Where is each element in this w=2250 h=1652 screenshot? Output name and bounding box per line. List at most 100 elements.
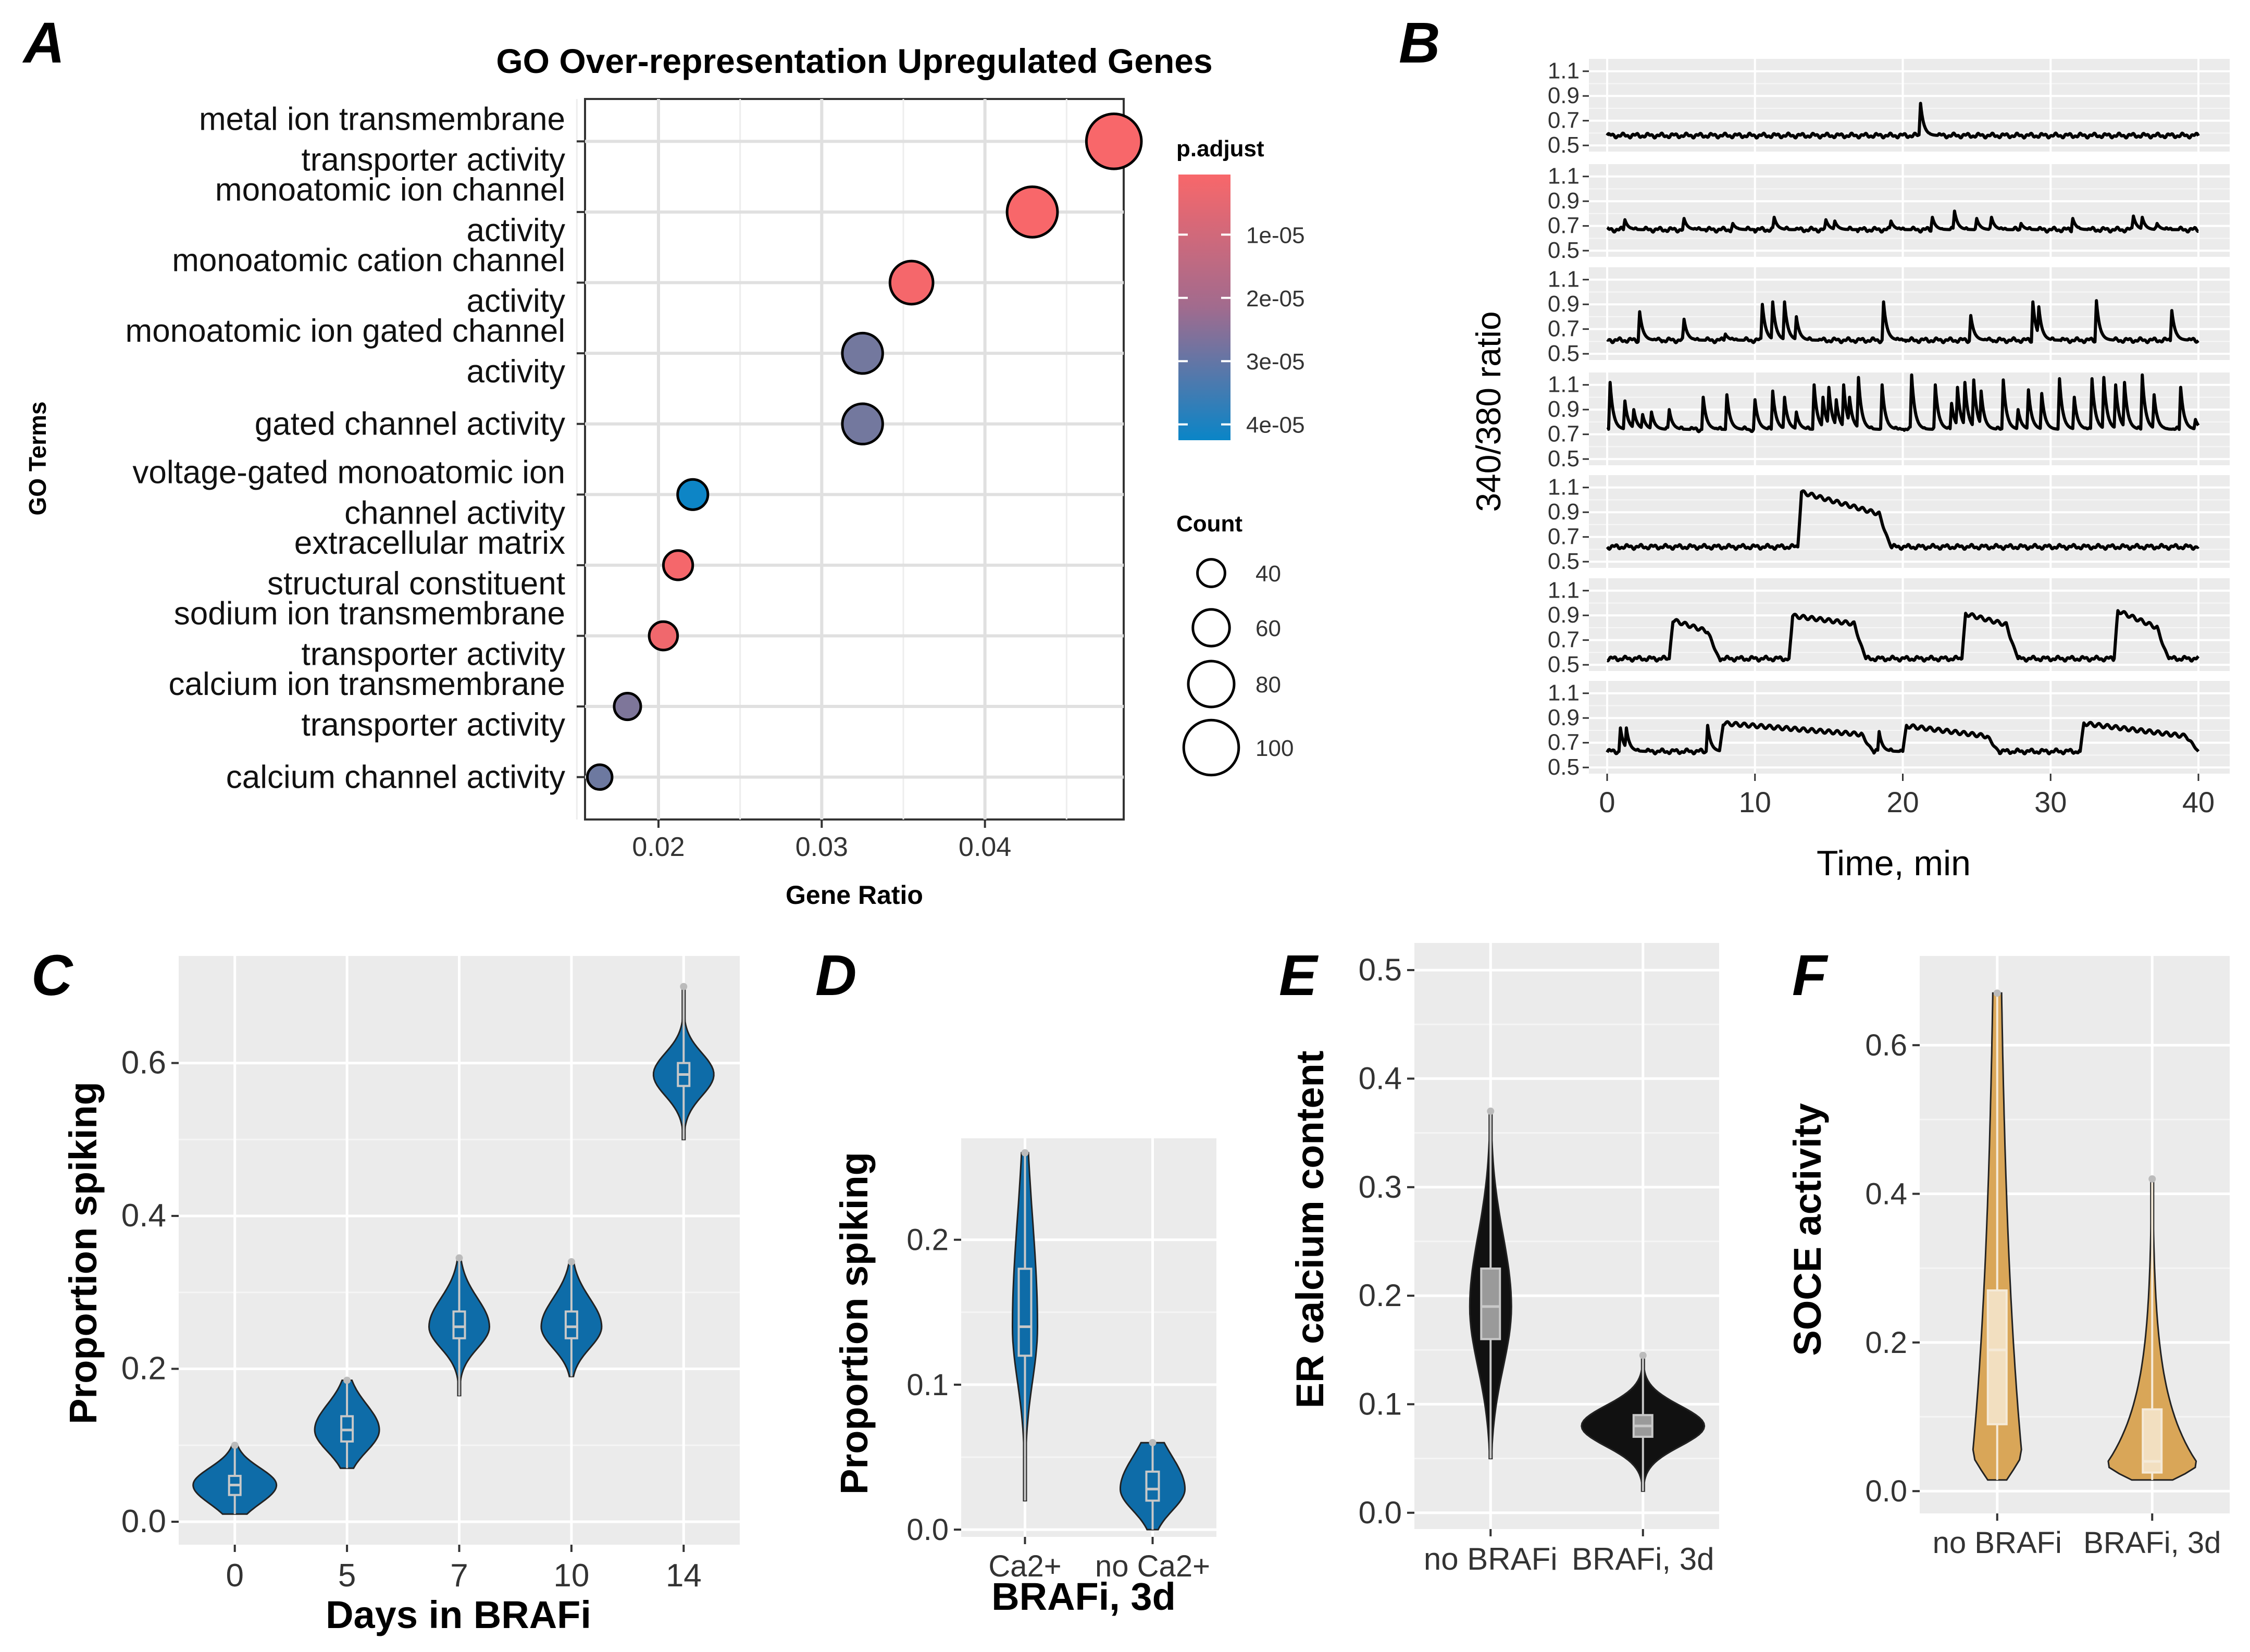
chart-c-xlabel: Days in BRAFi — [326, 1593, 591, 1636]
y-tick-label: 0.0 — [1865, 1474, 1907, 1508]
x-tick-label: no BRAFi — [1933, 1526, 2062, 1560]
y-tick-label: 0.5 — [1548, 341, 1580, 366]
plot-panel-bg — [1920, 956, 2230, 1513]
chart-b-plot: 1.10.90.70.51.10.90.70.51.10.90.70.51.10… — [1548, 58, 2230, 818]
go-term-label: calcium channel activity — [226, 760, 565, 796]
chart-a-xlabel: Gene Ratio — [786, 880, 923, 910]
go-term-label: extracellular matrix — [294, 525, 565, 561]
y-tick-label: 0.9 — [1548, 602, 1580, 628]
chart-b-xlabel: Time, min — [1817, 843, 1971, 883]
y-tick-label: 0.5 — [1548, 238, 1580, 263]
outlier-point — [1021, 1149, 1029, 1157]
go-term-label: voltage-gated monoatomic ion — [132, 454, 565, 490]
x-tick-label: no BRAFi — [1424, 1542, 1558, 1576]
y-tick-label: 1.1 — [1548, 58, 1580, 84]
outlier-point — [1993, 989, 2001, 997]
size-legend-circle — [1191, 608, 1231, 648]
legend-padjust-title: p.adjust — [1176, 136, 1264, 162]
chart-e-plot: 0.0 0.1 0.2 0.3 0.4 0.5 no BRAFi BRAFi, 3d — [1359, 943, 1719, 1576]
y-tick-label: 1.1 — [1548, 164, 1580, 189]
y-tick-label: 0.2 — [121, 1350, 166, 1386]
x-tick-label: 0.02 — [632, 832, 685, 862]
size-legend-circle — [1187, 660, 1236, 709]
go-term-label: activity — [467, 283, 565, 319]
chart-b-ylabel: 340/380 ratio — [1469, 311, 1508, 512]
go-term-label: transporter activity — [301, 707, 565, 743]
box-iqr — [564, 1310, 578, 1339]
chart-d-xlabel: BRAFi, 3d — [991, 1575, 1176, 1618]
x-tick-label: 0 — [226, 1558, 243, 1594]
dot-point — [648, 620, 679, 652]
x-tick-label: BRAFi, 3d — [2083, 1526, 2221, 1560]
y-tick-label: 0.0 — [121, 1504, 166, 1539]
x-tick-label: 20 — [1886, 786, 1919, 818]
size-legend-label: 80 — [1255, 672, 1281, 698]
go-term-label: monoatomic ion gated channel — [126, 313, 565, 349]
calcium-trace-line — [1606, 489, 2200, 551]
calcium-trace-line — [1606, 299, 2199, 344]
y-tick-label: 1.1 — [1548, 475, 1580, 500]
chart-d-ylabel: Proportion spiking — [832, 1152, 876, 1495]
dot-point — [613, 692, 642, 722]
x-tick-label: 7 — [450, 1558, 468, 1594]
go-term-label: channel activity — [344, 495, 565, 531]
size-legend-label: 60 — [1255, 616, 1281, 641]
dot-point — [586, 763, 614, 791]
panel-label-d: D — [815, 943, 856, 1008]
dot-point — [1085, 113, 1143, 170]
go-term-label: transporter activity — [301, 142, 565, 178]
y-tick-label: 0.6 — [121, 1045, 166, 1080]
box-iqr — [1986, 1289, 2008, 1425]
x-tick-label: 0.03 — [795, 832, 848, 862]
calcium-trace-line — [1606, 373, 2200, 433]
calcium-trace-line — [1606, 720, 2200, 755]
colorbar — [1178, 175, 1230, 440]
trace-facet-bg — [1589, 164, 2230, 257]
y-tick-label: 0.4 — [1865, 1177, 1907, 1211]
chart-f-plot: 0.0 0.2 0.4 0.6 no BRAFi BRAFi, 3d — [1865, 956, 2230, 1560]
chart-a-title: GO Over-representation Upregulated Genes — [496, 42, 1212, 80]
panel-label-e: E — [1279, 943, 1319, 1008]
panel-label-c: C — [31, 943, 73, 1008]
trace-facet-bg — [1589, 267, 2230, 360]
outlier-point — [1149, 1439, 1157, 1447]
y-tick-label: 0.7 — [1548, 524, 1580, 550]
size-legend-circle — [1196, 558, 1226, 588]
dot-point — [841, 402, 884, 445]
go-term-label: metal ion transmembrane — [199, 101, 565, 137]
y-tick-label: 0.4 — [121, 1198, 166, 1234]
y-tick-label: 0.9 — [1548, 291, 1580, 317]
y-tick-label: 0.9 — [1548, 705, 1580, 730]
outlier-point — [680, 983, 688, 990]
outlier-point — [1487, 1107, 1495, 1115]
trace-facet-bg — [1589, 475, 2230, 568]
chart-e-ylabel: ER calcium content — [1288, 1051, 1332, 1409]
dot-point — [662, 549, 694, 581]
go-term-label: monoatomic cation channel — [172, 243, 565, 279]
x-tick-label: 10 — [1739, 786, 1771, 818]
x-tick-label: BRAFi, 3d — [1572, 1542, 1714, 1576]
go-term-label: gated channel activity — [255, 406, 565, 442]
y-tick-label: 0.5 — [1548, 652, 1580, 677]
y-tick-label: 1.1 — [1548, 680, 1580, 706]
y-tick-label: 0.9 — [1548, 396, 1580, 422]
size-legend-label: 100 — [1255, 736, 1294, 761]
calcium-trace-line — [1606, 102, 2200, 140]
go-term-label: monoatomic ion channel — [215, 172, 565, 208]
y-tick-label: 0.7 — [1548, 108, 1580, 133]
y-tick-label: 0.2 — [1865, 1326, 1907, 1360]
outlier-point — [343, 1376, 351, 1384]
outlier-point — [455, 1254, 463, 1262]
box-iqr — [2142, 1408, 2163, 1474]
dot-point — [1005, 185, 1059, 239]
y-tick-label: 1.1 — [1548, 372, 1580, 398]
y-tick-label: 0.5 — [1359, 952, 1402, 987]
y-tick-label: 0.0 — [906, 1513, 949, 1547]
y-tick-label: 0.5 — [1548, 446, 1580, 471]
dot-point — [888, 259, 935, 306]
dot-point — [676, 478, 710, 511]
violin-shape — [1120, 1442, 1186, 1531]
outlier-point — [1639, 1351, 1647, 1359]
x-tick-label: 5 — [338, 1558, 356, 1594]
